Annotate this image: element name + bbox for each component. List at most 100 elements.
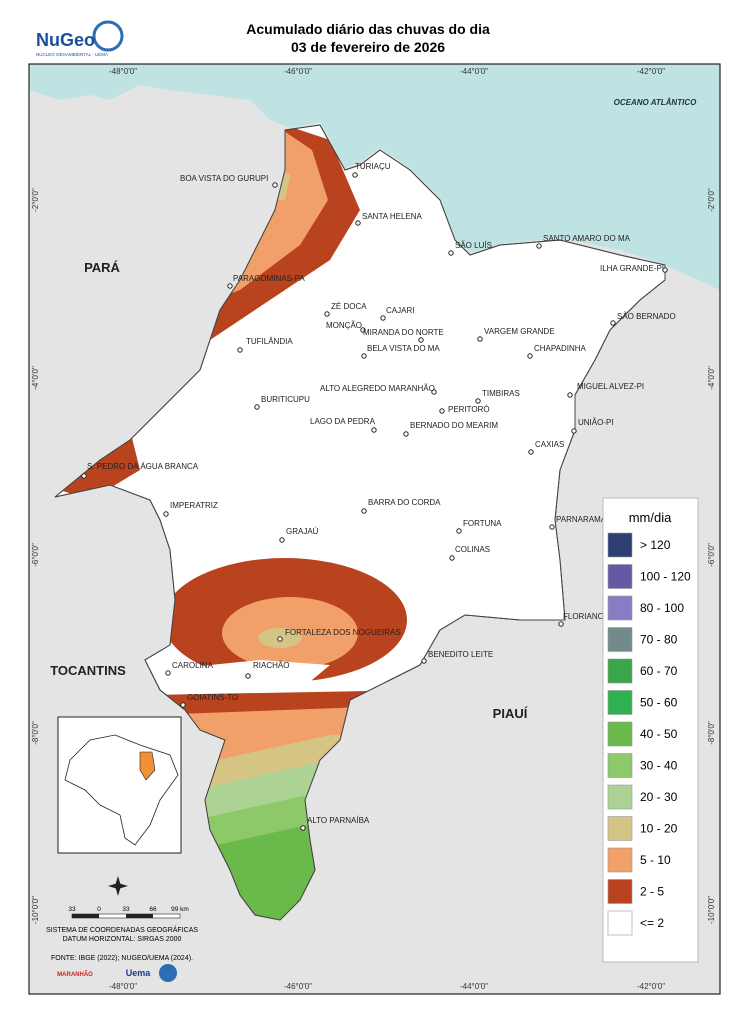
legend-label: 30 - 40 <box>640 759 678 773</box>
city-dot <box>272 182 278 188</box>
city-dot <box>571 428 577 434</box>
city-label: SANTO AMARO DO MA <box>543 234 631 243</box>
inset-maranhao <box>139 751 156 781</box>
city-dot <box>245 673 251 679</box>
city-dot <box>536 243 542 249</box>
city-dot <box>277 636 283 642</box>
city-label: GRAJAÚ <box>286 527 319 536</box>
city-dot <box>448 250 454 256</box>
city-label: FLORIANO <box>563 612 604 621</box>
lat-label: -2°0'0" <box>707 188 716 212</box>
city-label: BENEDITO LEITE <box>428 650 493 659</box>
cities: BOA VISTA DO GURUPI TURIAÇU SANTA HELENA SÃ… <box>81 162 676 831</box>
legend-label: 80 - 100 <box>640 601 684 615</box>
map-frame <box>28 63 721 995</box>
city-label: BOA VISTA DO GURUPI <box>180 174 268 183</box>
logo-name: NuGeo <box>36 30 95 50</box>
city-dot <box>403 431 409 437</box>
city-dot <box>431 389 437 395</box>
lon-label: -42°0'0" <box>637 982 665 991</box>
title: Acumulado diário das chuvas do dia <box>246 21 490 37</box>
lon-label: -48°0'0" <box>109 982 137 991</box>
legend-swatch <box>607 532 633 558</box>
city-dot <box>361 508 367 514</box>
lat-label: -10°0'0" <box>707 896 716 924</box>
city-dot <box>360 327 366 333</box>
city-dot <box>558 621 564 627</box>
city-dot <box>380 315 386 321</box>
datum-text: DATUM HORIZONTAL: SIRGAS 2000 <box>63 936 182 943</box>
legend-swatch <box>607 910 633 936</box>
zone-2-5 <box>60 430 140 500</box>
city-dot <box>300 825 306 831</box>
state-border <box>54 124 666 921</box>
city-label: SANTA HELENA <box>362 212 423 221</box>
city-label: PERITORÓ <box>448 405 490 414</box>
city-dot <box>610 320 616 326</box>
legend-label: 2 - 5 <box>640 885 664 899</box>
city-dot <box>279 537 285 543</box>
lat-label: -2°0'0" <box>31 188 40 212</box>
legend-label: 50 - 60 <box>640 696 678 710</box>
city-label: LAGO DA PEDRA <box>310 417 376 426</box>
legend-swatch <box>607 564 633 589</box>
crs-text: SISTEMA DE COORDENADAS GEOGRÁFICAS <box>46 925 198 934</box>
legend-label: 100 - 120 <box>640 570 691 584</box>
city-dot <box>163 511 169 517</box>
legend-swatch <box>607 627 633 652</box>
city-dot <box>567 392 573 398</box>
city-dot <box>477 336 483 342</box>
city-dot <box>528 449 534 455</box>
scale-label: 66 <box>149 906 157 913</box>
city-dot <box>449 555 455 561</box>
city-dot <box>81 473 87 479</box>
logo-mark <box>159 964 177 982</box>
legend-label: <= 2 <box>640 916 664 930</box>
legend-label: > 120 <box>640 538 671 552</box>
lat-label: -4°0'0" <box>31 366 40 390</box>
legend-title: mm/dia <box>629 510 672 525</box>
city-dot <box>662 267 668 273</box>
scale-label: 99 km <box>171 906 189 913</box>
lat-label: -10°0'0" <box>31 896 40 924</box>
legend-swatch <box>607 595 633 621</box>
city-label: BERNADO DO MEARIM <box>410 421 498 430</box>
city-label: FORTUNA <box>463 519 502 528</box>
city-label: CAXIAS <box>535 440 564 449</box>
city-label: S. PEDRO DA ÁGUA BRANCA <box>87 462 199 471</box>
city-dot <box>549 524 555 530</box>
city-label: BELA VISTA DO MA <box>367 344 440 353</box>
city-dot <box>371 427 377 433</box>
city-dot <box>352 172 358 178</box>
city-label: TUFILÂNDIA <box>246 337 293 346</box>
city-label: TURIAÇU <box>355 162 391 171</box>
city-dot <box>475 398 481 404</box>
legend-label: 5 - 10 <box>640 853 671 867</box>
city-label: ZÉ DOCA <box>331 302 367 311</box>
city-label: ILHA GRANDE-PI <box>600 264 664 273</box>
city-label: BARRA DO CORDA <box>368 498 441 507</box>
city-dot <box>355 220 361 226</box>
lat-label: -4°0'0" <box>707 366 716 390</box>
lon-label: -46°0'0" <box>284 67 312 76</box>
scale-label: 0 <box>97 906 101 913</box>
lat-label: -6°0'0" <box>707 543 716 567</box>
logo-globe <box>92 20 124 52</box>
city-dot <box>254 404 260 410</box>
city-label: PARAGOMINAS-PA <box>233 274 305 283</box>
legend-swatch <box>607 847 633 873</box>
state-label: PARÁ <box>84 260 120 275</box>
city-label: UNIÃO-PI <box>578 418 614 427</box>
legend-swatch <box>607 753 633 778</box>
source-text: FONTE: IBGE (2022); NUGEO/UEMA (2024). <box>51 955 193 962</box>
city-label: SÃO BERNADO <box>617 312 676 321</box>
city-dot <box>165 670 171 676</box>
scale-label: 33 <box>122 906 130 913</box>
north-arrow <box>108 876 128 896</box>
city-dot <box>439 408 445 414</box>
legend-label: 10 - 20 <box>640 822 678 836</box>
zone-le-2 <box>180 660 330 695</box>
scale-bar: 33 0 33 66 99 km <box>68 906 189 919</box>
legend-swatch <box>607 690 633 715</box>
